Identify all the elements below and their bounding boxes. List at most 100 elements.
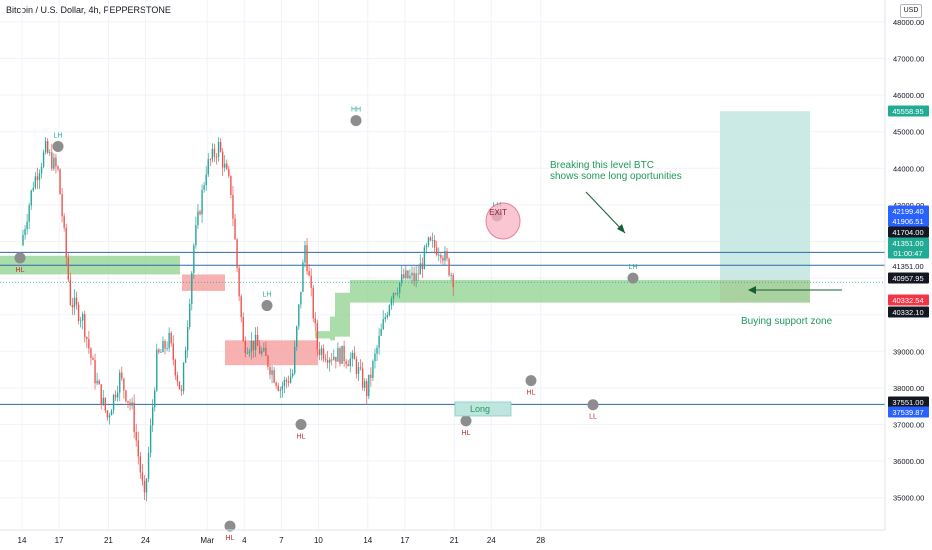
pivot-label: LL <box>589 414 597 421</box>
candle-body <box>121 372 123 379</box>
candle-body <box>372 361 374 378</box>
candle-body <box>162 341 164 353</box>
candle-body <box>69 279 72 305</box>
candle-body <box>359 367 362 369</box>
candle-body <box>363 381 366 388</box>
x-tick-label: 24 <box>141 536 150 545</box>
candle-body <box>300 291 302 305</box>
candle-body <box>351 352 354 359</box>
candle-body <box>374 353 376 362</box>
candle-body <box>411 272 413 276</box>
candle-body <box>265 347 267 356</box>
candle-body <box>104 397 107 411</box>
candle-body <box>55 157 57 167</box>
candle-body <box>191 273 193 304</box>
candle-body <box>376 347 378 354</box>
annotation-breaking-line2: shows some long oportunities <box>550 171 682 182</box>
candle-body <box>396 292 399 294</box>
candle-body <box>324 358 327 361</box>
candle-body <box>28 205 30 222</box>
candle-body <box>312 287 314 319</box>
candle-body <box>366 381 368 397</box>
candle-body <box>333 356 335 360</box>
y-tick-label: 35000.00 <box>893 494 924 503</box>
candle-body <box>215 156 218 158</box>
currency-badge[interactable]: USD <box>900 4 922 18</box>
candle-body <box>384 317 386 320</box>
candle-body <box>246 353 249 354</box>
candle-body <box>147 452 150 479</box>
candle-body <box>403 274 405 279</box>
candle-body <box>166 348 168 350</box>
candle-body <box>106 410 109 418</box>
pivot-label: LH <box>263 292 272 299</box>
price-label-bg <box>888 247 929 259</box>
annotation-support: Buying support zone <box>741 316 833 327</box>
candle-body <box>174 360 177 376</box>
candle-body <box>283 379 286 387</box>
candle-body <box>341 345 343 364</box>
candle-body <box>388 305 391 316</box>
candle-body <box>421 263 424 270</box>
candle-body <box>160 352 162 353</box>
candle-body <box>361 368 364 388</box>
x-tick-label: 14 <box>363 536 372 545</box>
candle-body <box>442 257 444 261</box>
candle-body <box>129 402 131 406</box>
candle-body <box>273 370 275 383</box>
candle-body <box>110 410 113 416</box>
candle-body <box>213 148 216 157</box>
candle-body <box>176 375 179 382</box>
pivot-label: HL <box>16 267 25 274</box>
support-arrow-head <box>748 286 756 294</box>
candle-body <box>199 211 201 215</box>
candle-body <box>302 262 304 292</box>
candle-body <box>94 359 96 384</box>
candle-body <box>378 335 380 348</box>
price-label-bg <box>888 205 929 217</box>
candle-body <box>73 297 76 308</box>
candle-body <box>339 348 341 364</box>
pivot-marker <box>224 520 236 532</box>
candle-body <box>415 273 417 281</box>
candle-body <box>203 185 205 190</box>
candle-body <box>417 273 419 275</box>
candle-body <box>244 341 246 354</box>
candle-body <box>254 334 257 351</box>
candle-body <box>409 275 411 279</box>
pivot-marker <box>525 375 537 387</box>
annotation-arrow-head <box>617 224 625 233</box>
candle-body <box>22 234 24 246</box>
candle-body <box>71 304 74 308</box>
y-tick-label: 43000.00 <box>893 201 924 210</box>
candle-body <box>306 245 308 272</box>
support-zone <box>330 316 335 341</box>
candle-body <box>347 364 349 367</box>
support-zone <box>315 331 330 339</box>
candle-body <box>186 327 189 351</box>
candle-body <box>433 240 436 248</box>
candle-body <box>30 190 32 206</box>
candle-body <box>436 247 438 256</box>
target-zone <box>720 111 810 280</box>
candle-body <box>197 211 199 226</box>
candle-body <box>102 397 104 405</box>
candle-body <box>322 348 325 359</box>
candle-body <box>256 334 259 346</box>
pivot-marker <box>627 272 639 284</box>
candle-body <box>448 258 450 276</box>
candle-body <box>141 472 144 481</box>
x-tick-label: 21 <box>104 536 113 545</box>
annotation-arrow-shaft <box>585 191 626 234</box>
price-label: 41906.51 <box>892 217 923 226</box>
candle-body <box>149 425 152 453</box>
candle-body <box>88 338 90 349</box>
x-tick-label: 4 <box>242 536 247 545</box>
candle-body <box>182 362 185 391</box>
candle-body <box>49 152 51 154</box>
candle-body <box>207 159 209 175</box>
candle-body <box>446 251 448 259</box>
candle-body <box>211 148 214 160</box>
candle-body <box>75 297 78 305</box>
